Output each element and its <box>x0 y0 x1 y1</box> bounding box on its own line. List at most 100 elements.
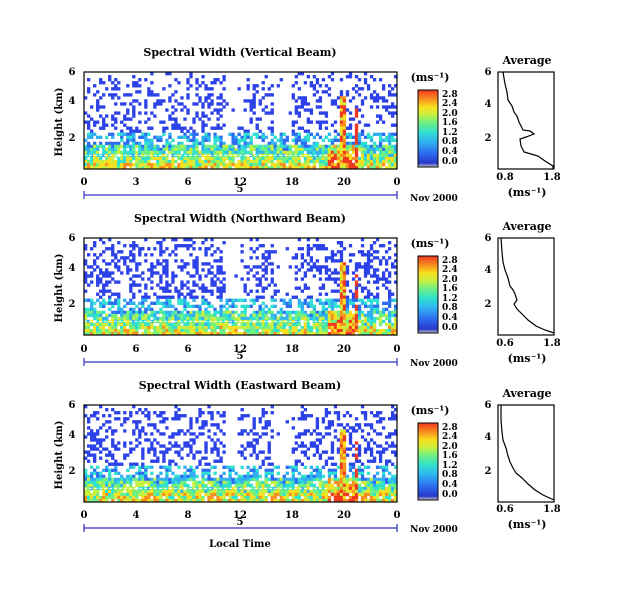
x-tick: 6 <box>185 177 192 188</box>
profile-y-tick: 2 <box>485 133 492 144</box>
profile-x-tick: 1.8 <box>543 338 560 349</box>
profile-x-label: (ms⁻¹) <box>508 518 547 531</box>
x-tick: 18 <box>285 177 299 188</box>
y-tick: 4 <box>69 430 76 441</box>
panel-vertical-beam: Spectral Width (Vertical Beam) Height (k… <box>54 46 561 204</box>
profile-y-tick: 6 <box>485 67 492 78</box>
colorbar-tick: 1.6 <box>442 118 458 128</box>
colorbar-tick: 0.4 <box>442 480 458 490</box>
colorbar-tick: 2.8 <box>442 256 458 266</box>
y-axis-label: Height (km) <box>54 421 65 490</box>
x-tick: 20 <box>337 344 351 355</box>
profile-x-tick: 1.8 <box>543 504 560 515</box>
x-tick: 0 <box>81 510 88 521</box>
y-tick: 4 <box>69 96 76 107</box>
profile-x-tick: 1.8 <box>543 172 560 183</box>
x-tick: 12 <box>233 510 247 521</box>
date-suffix: Nov 2000 <box>410 359 458 369</box>
colorbar-tick: 1.6 <box>442 451 458 461</box>
colorbar-tick: 2.0 <box>442 109 458 119</box>
panel-title: Spectral Width (Eastward Beam) <box>139 379 341 392</box>
y-axis-label: Height (km) <box>54 254 65 323</box>
colorbar <box>417 255 439 334</box>
y-tick: 6 <box>69 400 76 411</box>
profile-frame <box>497 237 555 336</box>
colorbar <box>417 422 439 501</box>
colorbar-tick: 0.8 <box>442 137 458 147</box>
profile-x-label: (ms⁻¹) <box>508 186 547 199</box>
y-tick: 4 <box>69 263 76 274</box>
panel-title: Spectral Width (Northward Beam) <box>134 212 346 225</box>
colorbar-tick: 0.0 <box>442 323 458 333</box>
colorbar-tick: 0.0 <box>442 490 458 500</box>
profile-frame <box>497 71 555 170</box>
y-tick: 2 <box>69 466 76 477</box>
x-tick: 0 <box>394 344 401 355</box>
x-tick: 20 <box>337 510 351 521</box>
colorbar-tick: 0.4 <box>442 313 458 323</box>
x-tick: 6 <box>185 344 192 355</box>
colorbar-tick: 2.4 <box>442 265 458 275</box>
x-tick: 0 <box>81 177 88 188</box>
date-suffix: Nov 2000 <box>410 194 458 204</box>
profile-y-tick: 4 <box>485 265 492 276</box>
colorbar-tick: 0.0 <box>442 157 458 167</box>
profile-x-tick: 0.8 <box>496 172 513 183</box>
colorbar <box>417 89 439 168</box>
profile-title: Average <box>501 54 551 67</box>
colorbar-ticks: 2.8 2.4 2.0 1.6 1.2 0.8 0.4 0.0 <box>442 423 458 500</box>
date-suffix: Nov 2000 <box>410 525 458 535</box>
y-tick: 6 <box>69 233 76 244</box>
colorbar-tick: 2.0 <box>442 275 458 285</box>
profile-x-label: (ms⁻¹) <box>508 352 547 365</box>
colorbar-tick: 1.6 <box>442 284 458 294</box>
profile-y-tick: 4 <box>485 99 492 110</box>
profile-x-tick: 0.6 <box>496 504 513 515</box>
x-tick: 3 <box>133 177 140 188</box>
x-tick: 0 <box>81 344 88 355</box>
x-tick: 18 <box>285 510 299 521</box>
colorbar-tick: 0.8 <box>442 303 458 313</box>
profile-line <box>502 71 554 169</box>
profile-title: Average <box>501 220 551 233</box>
colorbar-ticks: 2.8 2.4 2.0 1.6 1.2 0.8 0.4 0.0 <box>442 256 458 333</box>
colorbar-tick: 2.8 <box>442 90 458 100</box>
heatmap-area <box>83 71 398 170</box>
x-tick: 12 <box>233 344 247 355</box>
profile-y-tick: 6 <box>485 233 492 244</box>
colorbar-tick: 2.8 <box>442 423 458 433</box>
colorbar-unit: (ms⁻¹) <box>411 237 450 250</box>
x-tick: 12 <box>233 177 247 188</box>
profile-y-tick: 2 <box>485 466 492 477</box>
y-tick: 2 <box>69 299 76 310</box>
profile-y-tick: 6 <box>485 400 492 411</box>
colorbar-tick: 0.8 <box>442 470 458 480</box>
colorbar-ticks: 2.8 2.4 2.0 1.6 1.2 0.8 0.4 0.0 <box>442 90 458 167</box>
colorbar-unit: (ms⁻¹) <box>411 71 450 84</box>
x-tick: 20 <box>337 177 351 188</box>
colorbar-tick: 2.4 <box>442 99 458 109</box>
profile-x-tick: 0.6 <box>496 338 513 349</box>
panel-eastward-beam: Spectral Width (Eastward Beam) Height (k… <box>54 379 561 550</box>
y-tick: 2 <box>69 133 76 144</box>
x-tick: 8 <box>185 510 192 521</box>
profile-y-tick: 4 <box>485 432 492 443</box>
profile-title: Average <box>501 387 551 400</box>
profile-line <box>500 405 555 501</box>
colorbar-unit: (ms⁻¹) <box>411 404 450 417</box>
y-tick: 6 <box>69 67 76 78</box>
x-tick: 18 <box>285 344 299 355</box>
y-axis-label: Height (km) <box>54 88 65 157</box>
profile-line <box>500 237 555 334</box>
profile-frame <box>497 404 555 503</box>
date-label: 5 <box>237 517 244 528</box>
heatmap-area <box>83 237 398 336</box>
date-label: 5 <box>237 351 244 362</box>
colorbar-tick: 2.0 <box>442 442 458 452</box>
x-tick: 4 <box>133 510 140 521</box>
plot-frame <box>83 404 398 503</box>
colorbar-tick: 1.2 <box>442 128 458 138</box>
panel-northward-beam: Spectral Width (Northward Beam) Height (… <box>54 212 561 369</box>
colorbar-tick: 1.2 <box>442 294 458 304</box>
